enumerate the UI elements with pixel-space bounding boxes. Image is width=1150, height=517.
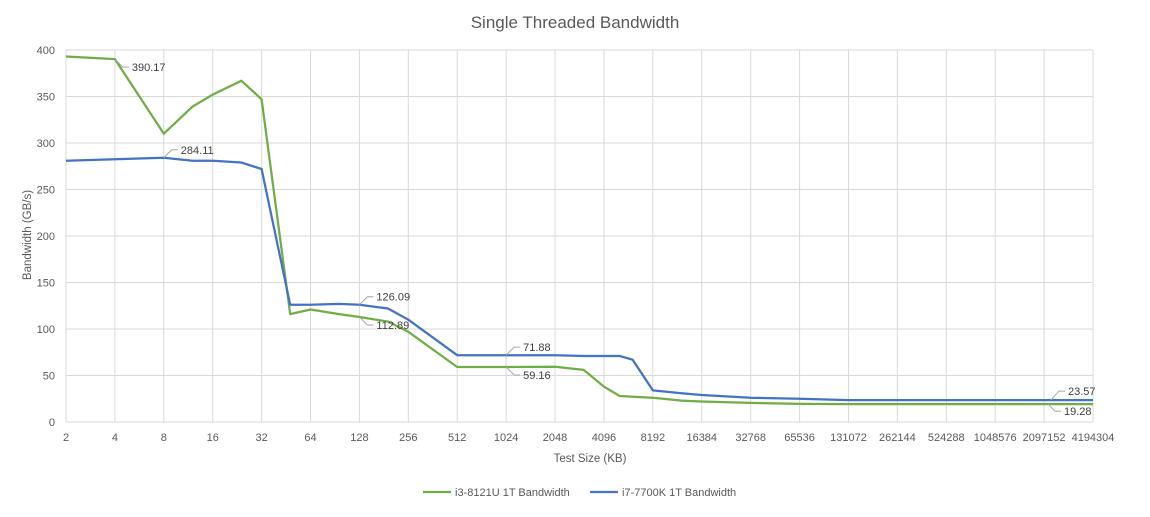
label-leader — [1050, 390, 1065, 401]
x-tick-label: 4194304 — [1072, 432, 1115, 444]
label-leader — [505, 366, 521, 376]
x-tick-label: 8192 — [641, 432, 665, 444]
x-tick-label: 32768 — [735, 432, 766, 444]
data-labels: 390.17 112.89 59.16 19.28 284.11 126.09 71.88 2… — [114, 58, 1096, 418]
data-label: 59.16 — [505, 366, 551, 382]
x-tick-label: 65536 — [784, 432, 815, 444]
label-leader — [505, 346, 521, 356]
data-label-text: 59.16 — [523, 370, 551, 382]
y-axis-title: Bandwidth (GB/s) — [22, 190, 34, 280]
chart-title: Single Threaded Bandwidth — [471, 13, 680, 32]
y-tick-label: 150 — [37, 278, 55, 290]
data-label: 23.57 — [1050, 386, 1096, 401]
x-tick-label: 128 — [350, 432, 368, 444]
data-label-text: 284.11 — [181, 145, 214, 157]
x-tick-label: 524288 — [928, 432, 965, 444]
y-tick-label: 100 — [37, 324, 55, 336]
y-tick-label: 0 — [49, 417, 55, 429]
data-label-text: 19.28 — [1064, 406, 1092, 418]
y-tick-label: 200 — [37, 231, 55, 243]
series-line-1 — [65, 55, 1093, 406]
x-tick-label: 1024 — [494, 432, 518, 444]
data-label: 19.28 — [1047, 403, 1092, 418]
x-tick-label: 131072 — [830, 432, 867, 444]
legend-label: i7-7700K 1T Bandwidth — [622, 487, 736, 499]
data-label: 112.89 — [359, 316, 409, 332]
series-layer — [65, 55, 1093, 406]
label-leader — [1047, 403, 1061, 412]
data-label-text: 112.89 — [376, 320, 409, 332]
data-label-text: 23.57 — [1068, 386, 1096, 398]
label-leader — [114, 58, 129, 68]
x-tick-label: 4096 — [592, 432, 616, 444]
legend-item-1: i3-8121U 1T Bandwidth — [423, 487, 570, 499]
legend: i3-8121U 1T Bandwidth i7-7700K 1T Bandwid… — [423, 487, 736, 499]
y-axis-ticks: 0 50 100 150 200 250 300 350 400 — [37, 45, 55, 429]
data-label-text: 71.88 — [523, 342, 551, 354]
series-line-2 — [65, 156, 1093, 402]
x-tick-label: 2097152 — [1023, 432, 1066, 444]
y-tick-label: 250 — [37, 185, 55, 197]
data-label-text: 390.17 — [132, 62, 166, 74]
x-tick-label: 256 — [399, 432, 417, 444]
data-label: 126.09 — [359, 292, 410, 306]
x-tick-label: 2048 — [543, 432, 567, 444]
x-tick-label: 1048576 — [974, 432, 1017, 444]
x-axis-title: Test Size (KB) — [554, 453, 627, 465]
x-tick-label: 262144 — [879, 432, 916, 444]
y-tick-label: 400 — [37, 45, 55, 57]
legend-label: i3-8121U 1T Bandwidth — [455, 487, 570, 499]
x-tick-label: 2 — [63, 432, 69, 444]
x-tick-label: 32 — [255, 432, 267, 444]
data-label: 284.11 — [163, 145, 214, 159]
x-axis-ticks: 2 4 8 16 32 64 128 256 512 1024 2048 4096 8192 16384 3… — [63, 432, 1114, 444]
gridlines — [65, 49, 1094, 423]
data-label: 71.88 — [505, 342, 551, 356]
label-leader — [163, 149, 178, 159]
x-tick-label: 64 — [304, 432, 316, 444]
y-tick-label: 350 — [37, 92, 55, 104]
legend-item-2: i7-7700K 1T Bandwidth — [590, 487, 736, 499]
x-tick-label: 16 — [207, 432, 219, 444]
x-tick-label: 8 — [161, 432, 167, 444]
y-tick-label: 50 — [43, 371, 55, 383]
label-leader — [359, 296, 374, 306]
x-tick-label: 512 — [448, 432, 466, 444]
y-tick-label: 300 — [37, 138, 55, 150]
label-leader — [359, 316, 374, 326]
x-tick-label: 4 — [112, 432, 118, 444]
data-label: 390.17 — [114, 58, 166, 74]
data-label-text: 126.09 — [376, 292, 410, 304]
x-tick-label: 16384 — [686, 432, 717, 444]
